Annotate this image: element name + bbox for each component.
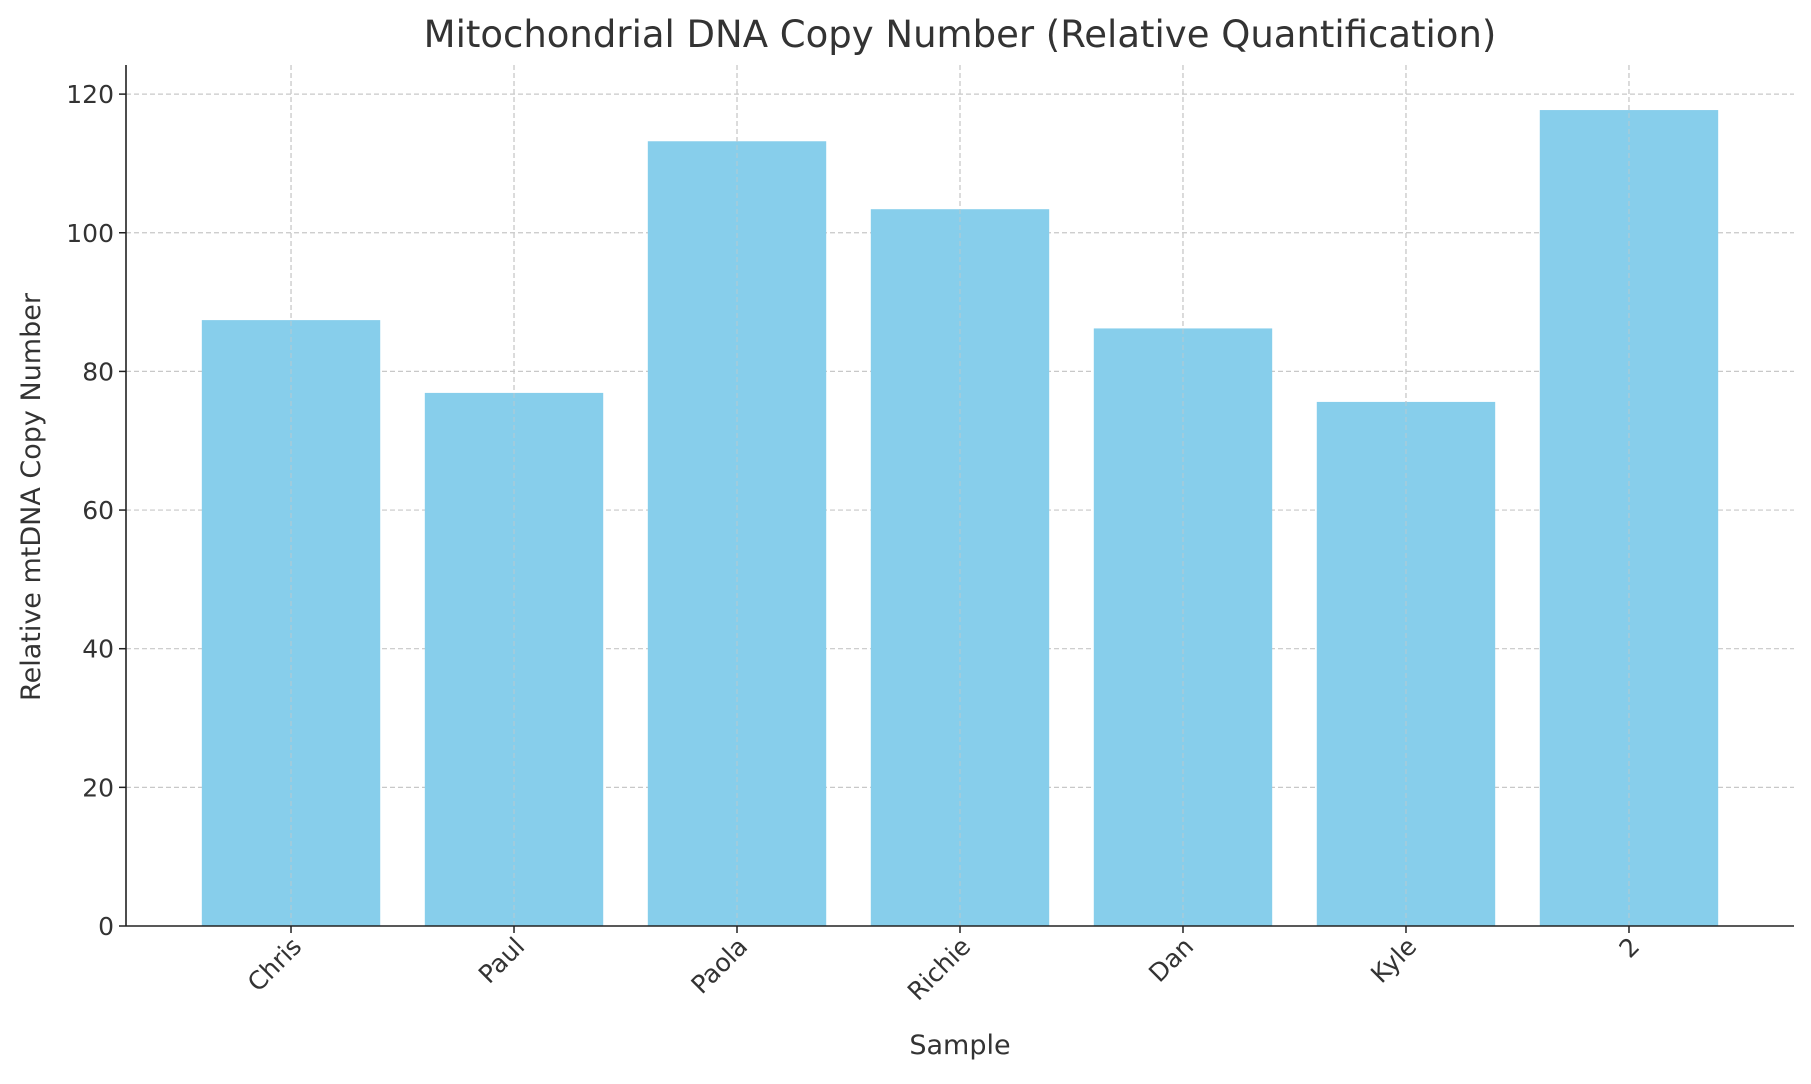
y-ticks: 0 20 40 60 80 100 120 (66, 80, 126, 941)
x-tick-label: Paul (473, 932, 530, 989)
bar-richie (870, 209, 1050, 926)
x-tick-label: 2 (1613, 932, 1645, 964)
y-tick-label: 20 (82, 773, 114, 802)
x-tick-label: Chris (242, 932, 307, 997)
y-tick-label: 120 (66, 80, 114, 109)
x-tick-label: Dan (1143, 932, 1199, 988)
y-tick-label: 80 (82, 357, 114, 386)
x-ticks: Chris Paul Paola Richie Dan Kyle 2 (242, 926, 1645, 1006)
x-axis-label: Sample (909, 1030, 1010, 1061)
chart-title: Mitochondrial DNA Copy Number (Relative … (424, 13, 1497, 56)
bar-kyle (1316, 401, 1496, 926)
bars (201, 65, 1719, 927)
y-tick-label: 100 (66, 219, 114, 248)
y-tick-label: 60 (82, 496, 114, 525)
x-tick-label: Richie (902, 932, 976, 1006)
y-tick-label: 40 (82, 635, 114, 664)
y-axis-label: Relative mtDNA Copy Number (16, 292, 47, 701)
x-tick-label: Kyle (1365, 932, 1422, 989)
y-tick-label: 0 (98, 912, 114, 941)
x-tick-label: Paola (685, 932, 753, 1000)
bar-2 (1539, 110, 1719, 927)
